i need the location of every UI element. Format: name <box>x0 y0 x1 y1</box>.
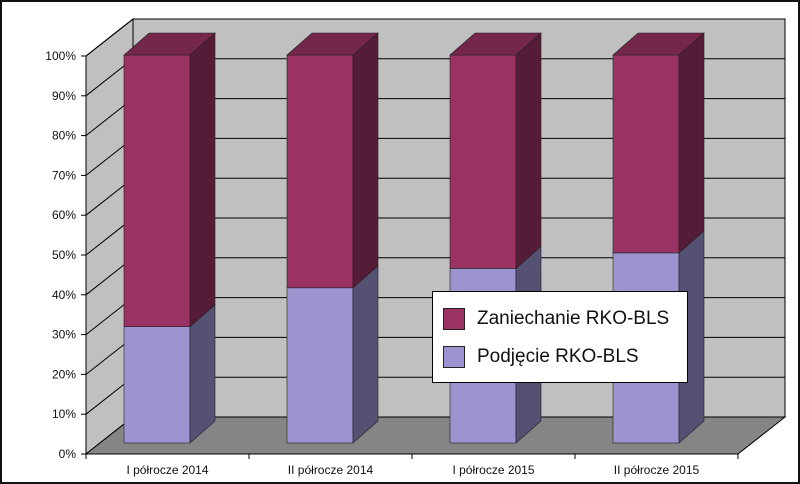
y-tick-label: 90% <box>52 89 76 103</box>
bar-front-zaniechanie <box>612 54 680 254</box>
bar-front-zaniechanie <box>123 54 191 327</box>
y-tick-label: 10% <box>52 407 76 421</box>
y-axis-ticks: 0% 10% 20% 30% 40% 50% 60% 70% 80% 90% 100% <box>45 49 87 461</box>
bar-front-podjecie <box>286 287 354 444</box>
y-tick-label: 20% <box>52 367 76 381</box>
y-tick-label: 70% <box>52 168 76 182</box>
legend-swatch-zaniechanie <box>443 308 465 330</box>
y-tick-label: 80% <box>52 129 76 143</box>
y-tick-label: 40% <box>52 288 76 302</box>
bar-stack-1 <box>123 32 216 444</box>
legend-label-zaniechanie: Zaniechanie RKO-BLS <box>477 308 670 329</box>
bars <box>123 32 705 444</box>
x-category-label: I półrocze 2015 <box>452 463 534 477</box>
bar-side-zaniechanie <box>515 32 542 270</box>
bar-side-zaniechanie <box>189 32 216 328</box>
legend-item-zaniechanie: Zaniechanie RKO-BLS <box>443 306 669 332</box>
x-category-label: I półrocze 2014 <box>126 463 208 477</box>
bar-front-zaniechanie <box>286 54 354 289</box>
bar-side-zaniechanie <box>352 32 379 289</box>
bar-side-podjecie <box>352 265 379 444</box>
bar-top-zaniechanie <box>449 32 542 56</box>
bar-top-zaniechanie <box>123 32 216 56</box>
bar-side-zaniechanie <box>678 32 705 254</box>
y-tick-label: 100% <box>45 49 76 63</box>
bar-stack-2 <box>286 32 379 444</box>
legend-item-podjecie: Podjęcie RKO-BLS <box>443 344 639 370</box>
x-category-label: II półrocze 2015 <box>614 463 700 477</box>
y-tick-label: 50% <box>52 248 76 262</box>
gridline-side <box>85 18 134 57</box>
bar-front-podjecie <box>123 326 191 444</box>
legend: Zaniechanie RKO-BLS Podjęcie RKO-BLS <box>432 291 688 383</box>
y-tick-label: 30% <box>52 328 76 342</box>
x-category-label: II półrocze 2014 <box>288 463 374 477</box>
legend-label-podjecie: Podjęcie RKO-BLS <box>477 346 639 367</box>
bar-top-zaniechanie <box>612 32 705 56</box>
bar-top-zaniechanie <box>286 32 379 56</box>
bar-front-zaniechanie <box>449 54 517 269</box>
y-tick-label: 60% <box>52 208 76 222</box>
bar-side-podjecie <box>189 303 216 444</box>
x-axis-categories: I półrocze 2014 II półrocze 2014 I półrocz… <box>85 453 739 477</box>
legend-swatch-podjecie <box>443 346 465 368</box>
y-tick-label: 0% <box>59 447 77 461</box>
